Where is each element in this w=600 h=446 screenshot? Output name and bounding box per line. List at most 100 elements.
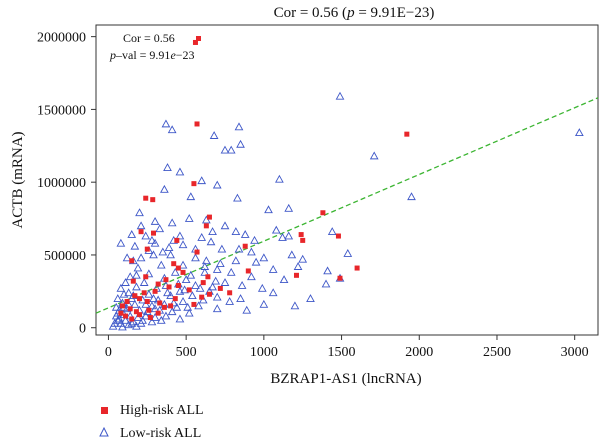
low-risk-point [234,244,244,253]
plot-frame [95,24,599,336]
low-risk-point [212,264,222,273]
high-risk-point [150,197,156,203]
low-risk-point [141,299,151,308]
low-risk-point [150,304,160,313]
high-risk-point [168,303,174,309]
low-risk-point [208,282,217,291]
low-risk-point [197,176,207,185]
low-risk-point [201,215,211,224]
x-axis-label: BZRAP1-AS1 (lncRNA) [270,371,421,387]
x-tick-label: 3000 [561,345,589,360]
low-risk-point [323,266,332,275]
low-risk-point [284,231,294,240]
low-risk-point [287,250,297,259]
low-risk-point [264,205,273,214]
low-risk-point [407,192,416,201]
low-risk-point [240,230,250,238]
legend-label-high-risk: High-risk ALL [120,403,204,418]
high-risk-point [137,312,143,318]
high-risk-point [155,310,161,316]
y-tick-label: 1000000 [37,176,86,191]
high-risk-point [203,223,209,229]
low-risk-point [298,254,308,263]
low-risk-series [108,91,584,331]
triangle-marker-icon [96,426,112,442]
low-risk-point [150,313,160,321]
low-risk-point [231,256,241,265]
low-risk-point [275,174,284,183]
y-tick-label: 2000000 [37,31,86,46]
low-risk-point [242,305,252,314]
low-risk-point [259,299,269,308]
low-risk-point [121,278,130,286]
low-risk-point [135,208,144,217]
high-risk-point [335,233,341,239]
low-risk-point [150,216,160,225]
x-tick-label: 2000 [405,345,433,360]
high-risk-point [206,291,212,297]
high-risk-point [138,229,144,235]
high-risk-point [129,316,135,322]
high-risk-point [200,280,206,286]
low-risk-point [293,262,303,270]
high-risk-point [132,293,138,299]
low-risk-point [113,294,123,302]
low-risk-point [231,227,241,236]
low-risk-point [116,238,126,247]
high-risk-point [192,39,198,45]
low-risk-point [150,238,160,247]
high-risk-point [175,265,181,271]
high-risk-point [146,307,152,313]
high-risk-point [118,310,124,316]
low-risk-point [183,302,193,311]
low-risk-point [220,145,230,154]
high-risk-point [172,296,178,302]
low-risk-point [257,283,267,292]
high-risk-point [242,243,248,249]
low-risk-point [163,288,172,297]
low-risk-point [164,243,174,252]
high-risk-point [171,261,177,267]
low-risk-point [108,321,118,330]
low-risk-point [121,315,130,324]
low-risk-point [124,320,134,329]
low-risk-point [369,151,379,160]
low-risk-point [178,260,188,269]
low-risk-point [327,227,337,236]
high-risk-point [155,281,161,287]
high-risk-point [300,237,306,243]
high-risk-point [157,300,163,306]
low-risk-point [233,193,242,202]
low-risk-point [147,301,157,310]
low-risk-point [234,122,244,131]
high-risk-point [199,294,205,300]
high-risk-point [180,269,186,275]
low-risk-point [220,278,230,286]
high-risk-point [320,210,326,216]
low-risk-point [259,253,269,262]
low-risk-point [132,282,141,291]
low-risk-point [278,232,287,241]
high-risk-point [191,181,197,187]
x-tick-label: 1500 [328,345,356,360]
low-risk-point [132,270,141,279]
low-risk-point [180,285,189,294]
low-risk-point [191,280,200,289]
low-risk-point [268,288,278,297]
low-risk-point [133,263,143,272]
low-risk-point [167,307,177,316]
low-risk-point [237,280,247,289]
high-risk-point [337,275,343,281]
low-risk-point [141,231,151,240]
low-risk-point [200,262,210,270]
low-risk-point [178,296,188,305]
low-risk-point [175,286,185,295]
high-risk-point [194,121,200,127]
high-risk-point [186,287,192,293]
low-risk-point [113,315,123,324]
scatter-chart: Cor = 0.56 (p = 9.91E−23) 0 500000 1000000… [10,5,599,387]
high-risk-point [143,274,149,280]
low-risk-point [212,292,222,301]
high-risk-point [119,303,125,309]
low-risk-point [130,299,140,308]
